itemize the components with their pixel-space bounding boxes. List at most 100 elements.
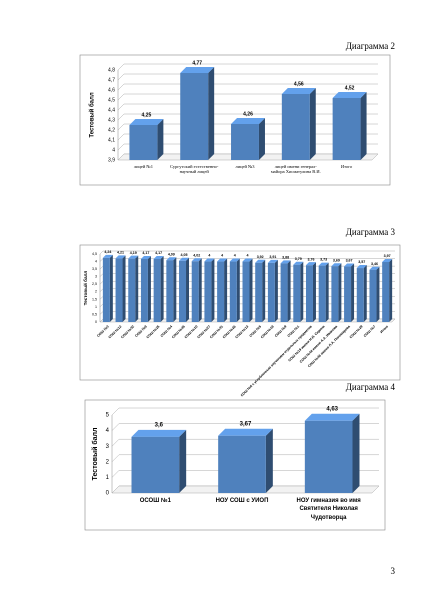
x-tick-label: лицей №3 [235, 164, 255, 169]
bar-top [281, 88, 316, 94]
x-tick-label-box: лицей №1 [134, 164, 153, 169]
bar-side [363, 265, 367, 322]
bar [331, 266, 339, 322]
value-label: 3,6 [155, 423, 164, 429]
bar [218, 435, 266, 493]
bar [356, 268, 364, 322]
bar [129, 125, 158, 160]
bar [180, 73, 209, 160]
x-tick-label-box: ОСОШ №1 [140, 498, 171, 504]
grid-line [111, 470, 120, 478]
bar [318, 265, 326, 322]
grid-line [99, 250, 104, 255]
bar-top [369, 266, 380, 270]
y-tick-label: 4,3 [108, 117, 115, 123]
bar-top [218, 428, 273, 436]
y-tick-label: 2 [106, 459, 110, 465]
y-tick-label: 3,5 [92, 267, 97, 271]
value-label: 4 [234, 254, 236, 258]
value-label: 4,21 [117, 250, 124, 254]
grid-line [99, 265, 104, 270]
bar-top [153, 255, 164, 259]
bar [140, 258, 148, 322]
bar-top [382, 259, 393, 263]
bar-side [147, 255, 151, 322]
grid-line [111, 407, 120, 416]
bar [166, 260, 174, 322]
grid-line [117, 63, 125, 71]
x-tick-label-box: НОУ гимназия во имя Святителя Николая Чу… [296, 498, 361, 521]
bar-top [231, 118, 265, 124]
bar-side [160, 255, 164, 322]
grid-line [117, 123, 125, 131]
value-label: 3,92 [257, 255, 264, 259]
value-label: 4,17 [155, 251, 162, 255]
bar-top [242, 258, 253, 262]
bar-top [128, 255, 139, 259]
value-label: 4,02 [193, 253, 200, 257]
caption: Диаграмма 2 [346, 41, 395, 51]
value-label: 4,63 [326, 407, 338, 413]
y-tick-label: 4,2 [108, 127, 115, 133]
bar-side [198, 258, 202, 322]
value-label: 4,26 [243, 111, 253, 117]
value-label: 3,57 [358, 260, 365, 264]
bar [369, 269, 377, 322]
bar [102, 257, 110, 322]
bar-top [140, 255, 151, 259]
value-label: 4 [247, 254, 249, 258]
y-axis-label: Тестовый балл [82, 271, 88, 306]
bar-side [179, 429, 187, 493]
y-tick-label: 0 [106, 491, 110, 497]
bar-top [131, 429, 187, 437]
grid-line [111, 423, 120, 431]
value-label: 4,09 [168, 252, 175, 256]
y-tick-label: 1 [106, 475, 110, 481]
value-label: 4,24 [104, 250, 111, 254]
y-tick-label: 1,5 [92, 297, 97, 301]
value-label: 3,76 [307, 257, 314, 261]
y-tick-label: 0,5 [92, 312, 97, 316]
bar-side [109, 254, 113, 322]
value-label: 3,79 [295, 257, 302, 261]
bar-side [325, 262, 329, 322]
bar-top [332, 92, 367, 98]
x-tick-label-box: лицей №3 [235, 164, 255, 169]
value-label: 3,46 [371, 262, 378, 266]
bar-top [179, 257, 190, 261]
bar-top [166, 257, 177, 261]
y-tick-label: 4,6 [108, 87, 115, 93]
x-tick-label: Итого [340, 164, 353, 169]
value-label: 4,56 [294, 81, 304, 87]
bar-side [360, 92, 367, 160]
bar-top [356, 265, 367, 269]
value-label: 4,19 [130, 251, 137, 255]
bar-side [309, 88, 316, 160]
bar-top [115, 255, 126, 259]
value-label: 3,67 [240, 422, 252, 428]
bar-side [389, 259, 393, 322]
bar-top [191, 258, 202, 262]
y-tick-label: 1 [95, 305, 97, 309]
page-number: 3 [391, 566, 396, 576]
y-tick-label: 4,5 [108, 97, 115, 103]
y-tick-label: 4 [106, 428, 110, 434]
bar-top [344, 263, 355, 267]
bar [255, 262, 263, 322]
bar-side [249, 258, 253, 322]
x-tick-label: Сургутский естественно-научный лицей [169, 164, 219, 175]
grid-line [99, 288, 104, 292]
bar-side [351, 263, 355, 322]
grid-line [117, 133, 125, 141]
grid-line [117, 143, 125, 151]
bar-side [338, 263, 342, 322]
bar [204, 261, 212, 322]
bar-top [318, 262, 329, 266]
bar [293, 264, 301, 322]
grid-line [111, 454, 120, 462]
bar [229, 261, 237, 322]
bar-side [173, 257, 177, 322]
y-tick-label: 4,5 [92, 252, 97, 256]
x-tick-label: НОУ гимназия во имя Святителя Николая Чу… [296, 498, 361, 521]
bar [153, 258, 161, 322]
